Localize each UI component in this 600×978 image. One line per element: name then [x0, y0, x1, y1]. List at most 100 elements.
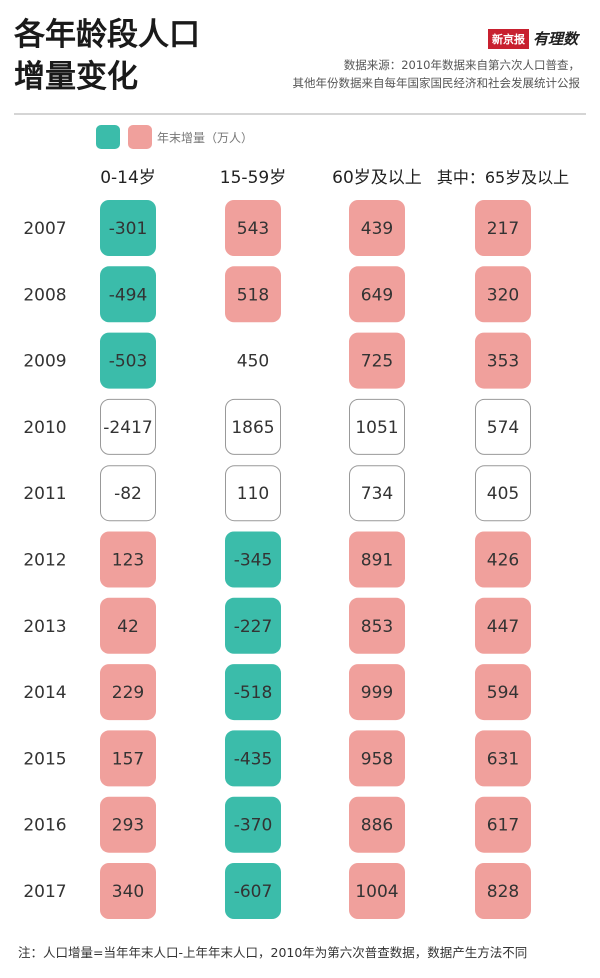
- value-cell-increase: [475, 332, 531, 389]
- value-cell-decrease: [225, 597, 281, 654]
- value-label: 853: [361, 617, 393, 637]
- value-cell-decrease: [225, 730, 281, 787]
- value-label: 617: [487, 816, 519, 836]
- value-label: -494: [109, 285, 148, 305]
- title-line-1: 各年龄段人口: [14, 17, 200, 53]
- value-cell-outline: [475, 398, 531, 455]
- value-cell-increase: [225, 266, 281, 323]
- row-label-year: 2010: [23, 418, 66, 438]
- value-label: 447: [487, 617, 519, 637]
- value-cell-increase: [475, 863, 531, 919]
- value-cell-increase: [475, 200, 531, 256]
- value-cell-increase: [349, 332, 405, 389]
- value-cell-increase: [100, 664, 156, 721]
- value-cell-increase: [349, 200, 405, 256]
- value-cell-decrease: [225, 664, 281, 721]
- value-cell-increase: [349, 531, 405, 588]
- value-cell-increase: [475, 664, 531, 721]
- value-label: 518: [237, 285, 269, 305]
- value-label: 1004: [355, 882, 398, 902]
- value-label: 340: [112, 882, 144, 902]
- title-line-2: 增量变化: [14, 59, 138, 95]
- value-cell-increase: [100, 531, 156, 588]
- value-label: 426: [487, 551, 519, 571]
- value-label: 649: [361, 285, 393, 305]
- column-header: 其中：65岁及以上: [437, 168, 569, 187]
- row-label-year: 2015: [23, 749, 66, 769]
- legend-swatch-decrease: [96, 125, 120, 149]
- value-label: -2417: [103, 418, 152, 438]
- legend-label: 年末增量（万人）: [157, 130, 254, 145]
- population-table-chart: 0-14岁 15-59岁 60岁及以上 其中：65岁及以上 2007 -301 543 439…: [23, 168, 569, 919]
- row-label-year: 2012: [23, 551, 66, 571]
- value-cell-decrease: [225, 796, 281, 853]
- value-label: -370: [234, 816, 273, 836]
- value-cell-increase: [100, 796, 156, 853]
- value-cell-decrease: [100, 200, 156, 256]
- footnote: 注：人口增量=当年年末人口-上年年末人口，2010年为第六次普查数据，数据产生方…: [18, 945, 528, 960]
- column-header: 0-14岁: [100, 168, 156, 188]
- value-label: 725: [361, 352, 393, 372]
- value-label: -82: [114, 484, 142, 504]
- value-cell-outline: [349, 398, 405, 455]
- value-cell-outline: [225, 398, 281, 455]
- value-label: 631: [487, 749, 519, 769]
- header-divider: [14, 113, 586, 115]
- value-cell-decrease: [225, 863, 281, 919]
- value-cell-increase: [349, 796, 405, 853]
- value-label: -345: [234, 551, 273, 571]
- value-cell-outline: [100, 398, 156, 455]
- value-label: 958: [361, 749, 393, 769]
- value-label: -503: [109, 352, 148, 372]
- value-cell-decrease: [100, 266, 156, 323]
- row-label-year: 2009: [23, 352, 66, 372]
- value-cell-increase: [349, 863, 405, 919]
- value-label: 229: [112, 683, 144, 703]
- legend: 年末增量（万人）: [96, 125, 253, 149]
- row-label-year: 2016: [23, 816, 66, 836]
- row-label-year: 2017: [23, 882, 66, 902]
- value-label: -435: [234, 749, 273, 769]
- value-label: 999: [361, 683, 393, 703]
- value-label: 594: [487, 683, 519, 703]
- brand-logo: 新京报 有理数: [487, 28, 578, 49]
- legend-swatch-increase: [128, 125, 152, 149]
- value-label: 891: [361, 551, 393, 571]
- value-cell-outline: [100, 465, 156, 522]
- value-cell-outline: [225, 465, 281, 522]
- value-label: 157: [112, 749, 144, 769]
- value-label: 217: [487, 219, 519, 239]
- value-label: -518: [234, 683, 273, 703]
- value-label: 110: [237, 484, 269, 504]
- value-cell-increase: [475, 730, 531, 787]
- source-line-2: 其他年份数据来自每年国家国民经济和社会发展统计公报: [292, 76, 581, 90]
- column-header: 60岁及以上: [332, 168, 422, 188]
- value-cell-outline: [475, 465, 531, 522]
- value-label: 123: [112, 551, 144, 571]
- row-label-year: 2013: [23, 617, 66, 637]
- value-cell-increase: [475, 597, 531, 654]
- value-cell-decrease: [225, 531, 281, 588]
- value-cell-outline: [349, 465, 405, 522]
- value-cell-increase: [475, 796, 531, 853]
- value-cell-increase: [349, 664, 405, 721]
- row-label-year: 2014: [23, 683, 66, 703]
- logo-main: 新京报: [487, 28, 529, 49]
- value-label: 828: [487, 882, 519, 902]
- value-label: 320: [487, 285, 519, 305]
- value-cell-increase: [475, 531, 531, 588]
- data-source: 数据来源：2010年数据来自第六次人口普查， 其他年份数据来自每年国家国民经济和…: [293, 56, 581, 92]
- value-cell-increase: [349, 730, 405, 787]
- value-cell-increase: [100, 863, 156, 919]
- value-cell-increase: [349, 597, 405, 654]
- value-cell-increase: [475, 266, 531, 323]
- logo-sub: 有理数: [532, 30, 578, 48]
- value-label: 405: [487, 484, 519, 504]
- value-label: 353: [487, 352, 519, 372]
- value-label: -301: [109, 219, 148, 239]
- source-line-1: 数据来源：2010年数据来自第六次人口普查，: [343, 58, 580, 72]
- row-label-year: 2008: [23, 285, 66, 305]
- value-label: 574: [487, 418, 519, 438]
- value-label: -607: [234, 882, 273, 902]
- value-cell-increase: [100, 730, 156, 787]
